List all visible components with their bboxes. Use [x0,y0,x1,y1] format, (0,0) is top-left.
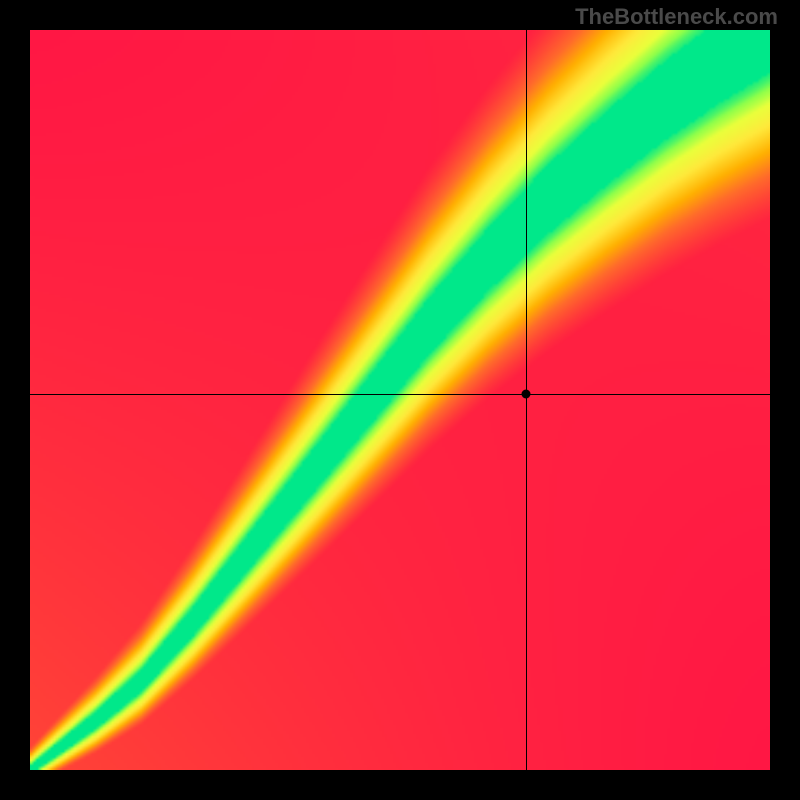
crosshair-vertical [526,30,527,770]
bottleneck-heatmap [30,30,770,770]
watermark-text: TheBottleneck.com [575,4,778,30]
heatmap-canvas [30,30,770,770]
crosshair-marker [521,390,530,399]
crosshair-horizontal [30,394,770,395]
